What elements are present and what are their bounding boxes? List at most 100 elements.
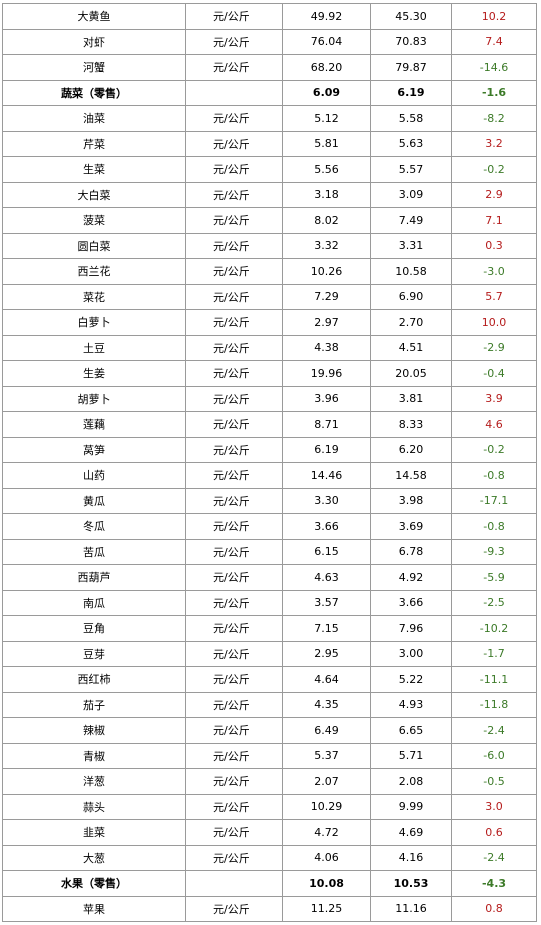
change-percent-cell: 2.9 [451, 181, 537, 208]
item-name-cell: 对虾 [2, 28, 186, 55]
change-percent-cell: -2.5 [451, 589, 537, 616]
table-row: 菠菜 元/公斤 8.02 7.49 7.1 [2, 207, 537, 234]
item-name-cell: 山药 [2, 462, 186, 489]
current-price-cell: 3.30 [282, 487, 371, 514]
item-name-cell: 辣椒 [2, 717, 186, 744]
current-price-cell: 7.15 [282, 615, 371, 642]
previous-price-cell: 20.05 [370, 360, 452, 387]
current-price-cell: 10.08 [282, 870, 371, 897]
previous-price-cell: 6.19 [370, 79, 452, 106]
table-row: 河蟹 元/公斤 68.20 79.87 -14.6 [2, 54, 537, 81]
table-row: 冬瓜 元/公斤 3.66 3.69 -0.8 [2, 513, 537, 540]
item-name-cell: 胡萝卜 [2, 385, 186, 412]
table-row: 辣椒 元/公斤 6.49 6.65 -2.4 [2, 717, 537, 744]
table-row: 豆角 元/公斤 7.15 7.96 -10.2 [2, 615, 537, 642]
unit-cell: 元/公斤 [185, 3, 283, 30]
table-row: 西兰花 元/公斤 10.26 10.58 -3.0 [2, 258, 537, 285]
change-percent-cell: -0.4 [451, 360, 537, 387]
current-price-cell: 76.04 [282, 28, 371, 55]
previous-price-cell: 8.33 [370, 411, 452, 438]
item-name-cell: 芹菜 [2, 130, 186, 157]
table-row: 南瓜 元/公斤 3.57 3.66 -2.5 [2, 589, 537, 616]
previous-price-cell: 4.16 [370, 844, 452, 871]
unit-cell: 元/公斤 [185, 513, 283, 540]
item-name-cell: 生姜 [2, 360, 186, 387]
change-percent-cell: -3.0 [451, 258, 537, 285]
table-row: 菜花 元/公斤 7.29 6.90 5.7 [2, 283, 537, 310]
current-price-cell: 6.49 [282, 717, 371, 744]
change-percent-cell: -0.2 [451, 436, 537, 463]
category-row: 水果（零售） 10.08 10.53 -4.3 [2, 870, 537, 897]
previous-price-cell: 14.58 [370, 462, 452, 489]
current-price-cell: 6.09 [282, 79, 371, 106]
previous-price-cell: 4.93 [370, 691, 452, 718]
table-row: 生姜 元/公斤 19.96 20.05 -0.4 [2, 360, 537, 387]
unit-cell: 元/公斤 [185, 487, 283, 514]
change-percent-cell: -11.1 [451, 666, 537, 693]
change-percent-cell: 7.1 [451, 207, 537, 234]
table-row: 油菜 元/公斤 5.12 5.58 -8.2 [2, 105, 537, 132]
item-name-cell: 菠菜 [2, 207, 186, 234]
unit-cell: 元/公斤 [185, 895, 283, 922]
item-name-cell: 豆芽 [2, 640, 186, 667]
previous-price-cell: 79.87 [370, 54, 452, 81]
table-row: 大葱 元/公斤 4.06 4.16 -2.4 [2, 844, 537, 871]
previous-price-cell: 6.78 [370, 538, 452, 565]
table-row: 苹果 元/公斤 11.25 11.16 0.8 [2, 895, 537, 922]
table-row: 苦瓜 元/公斤 6.15 6.78 -9.3 [2, 538, 537, 565]
change-percent-cell: -0.8 [451, 513, 537, 540]
item-name-cell: 莴笋 [2, 436, 186, 463]
current-price-cell: 3.18 [282, 181, 371, 208]
previous-price-cell: 3.81 [370, 385, 452, 412]
unit-cell: 元/公斤 [185, 411, 283, 438]
current-price-cell: 8.71 [282, 411, 371, 438]
previous-price-cell: 4.51 [370, 334, 452, 361]
item-name-cell: 西兰花 [2, 258, 186, 285]
current-price-cell: 6.15 [282, 538, 371, 565]
previous-price-cell: 5.71 [370, 742, 452, 769]
unit-cell: 元/公斤 [185, 309, 283, 336]
change-percent-cell: -6.0 [451, 742, 537, 769]
unit-cell: 元/公斤 [185, 28, 283, 55]
unit-cell [185, 870, 283, 897]
unit-cell: 元/公斤 [185, 156, 283, 183]
current-price-cell: 6.19 [282, 436, 371, 463]
previous-price-cell: 5.22 [370, 666, 452, 693]
current-price-cell: 4.64 [282, 666, 371, 693]
current-price-cell: 2.07 [282, 768, 371, 795]
table-row: 对虾 元/公斤 76.04 70.83 7.4 [2, 28, 537, 55]
item-name-cell: 河蟹 [2, 54, 186, 81]
unit-cell: 元/公斤 [185, 691, 283, 718]
table-row: 土豆 元/公斤 4.38 4.51 -2.9 [2, 334, 537, 361]
previous-price-cell: 10.58 [370, 258, 452, 285]
table-row: 芹菜 元/公斤 5.81 5.63 3.2 [2, 130, 537, 157]
unit-cell: 元/公斤 [185, 462, 283, 489]
item-name-cell: 大黄鱼 [2, 3, 186, 30]
current-price-cell: 11.25 [282, 895, 371, 922]
current-price-cell: 4.38 [282, 334, 371, 361]
change-percent-cell: 0.6 [451, 819, 537, 846]
unit-cell: 元/公斤 [185, 768, 283, 795]
table-row: 大白菜 元/公斤 3.18 3.09 2.9 [2, 181, 537, 208]
current-price-cell: 3.66 [282, 513, 371, 540]
unit-cell: 元/公斤 [185, 54, 283, 81]
change-percent-cell: -14.6 [451, 54, 537, 81]
current-price-cell: 2.97 [282, 309, 371, 336]
item-name-cell: 莲藕 [2, 411, 186, 438]
item-name-cell: 圆白菜 [2, 232, 186, 259]
unit-cell: 元/公斤 [185, 615, 283, 642]
unit-cell: 元/公斤 [185, 819, 283, 846]
current-price-cell: 3.57 [282, 589, 371, 616]
item-name-cell: 苹果 [2, 895, 186, 922]
previous-price-cell: 5.57 [370, 156, 452, 183]
change-percent-cell: -10.2 [451, 615, 537, 642]
current-price-cell: 5.12 [282, 105, 371, 132]
current-price-cell: 5.56 [282, 156, 371, 183]
item-name-cell: 土豆 [2, 334, 186, 361]
unit-cell: 元/公斤 [185, 844, 283, 871]
change-percent-cell: 3.9 [451, 385, 537, 412]
change-percent-cell: -17.1 [451, 487, 537, 514]
previous-price-cell: 2.08 [370, 768, 452, 795]
item-name-cell: 菜花 [2, 283, 186, 310]
change-percent-cell: -11.8 [451, 691, 537, 718]
